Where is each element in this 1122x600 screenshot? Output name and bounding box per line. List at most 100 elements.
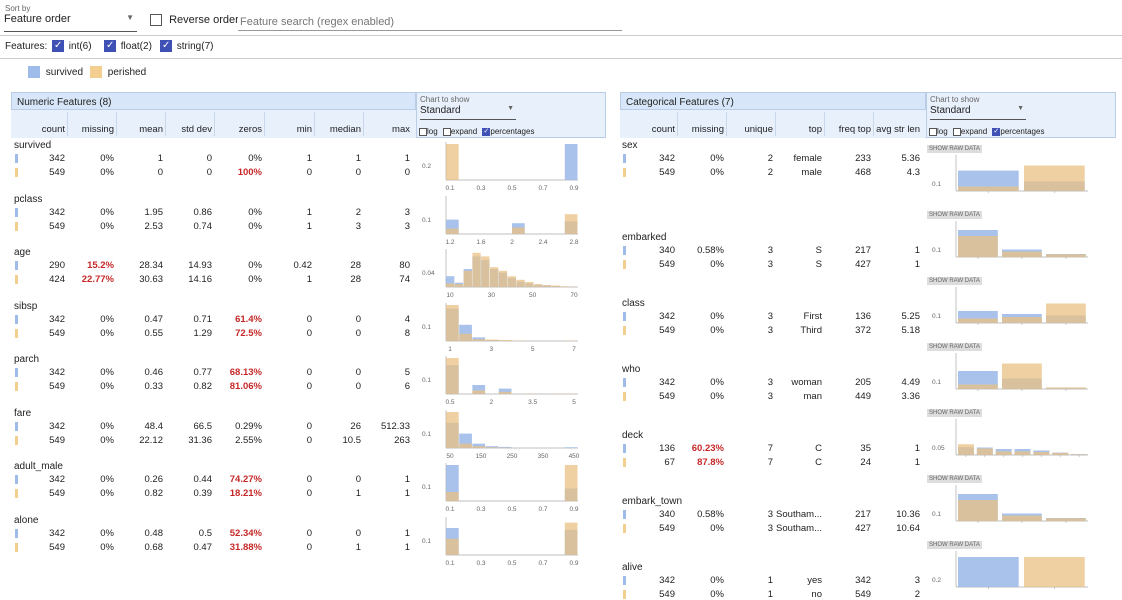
y-tick-label: 0.1 [422,538,431,545]
expand-checkbox[interactable] [953,128,961,136]
numeric-column-header[interactable]: max [362,124,410,135]
log-checkbox[interactable] [419,128,427,136]
numeric-stat-cell: 512.33 [362,421,410,432]
reverse-order-checkbox[interactable] [150,14,162,26]
categorical-bar-chart[interactable]: 0.1 [930,485,1120,529]
numeric-stat-cell: 15.2% [66,260,114,271]
perished-bar [472,390,485,394]
show-raw-data-button[interactable]: SHOW RAW DATA [927,343,982,351]
perished-legend-checkbox[interactable] [90,66,102,78]
numeric-column-header[interactable]: zeros [214,124,262,135]
categorical-features-title: Categorical Features (7) [626,97,734,108]
sort-value: Feature order [4,13,71,25]
categorical-column-header[interactable]: freq top [821,124,871,135]
categorical-stat-cell: 0.58% [674,509,724,520]
numeric-column-header[interactable]: mean [115,124,163,135]
categorical-stat-cell: 549 [821,589,871,600]
numeric-stat-cell: 0.26 [115,474,163,485]
categorical-column-header[interactable]: top [772,124,822,135]
sort-dropdown[interactable]: Feature order ▼ [4,13,137,32]
numeric-column-header[interactable]: missing [66,124,114,135]
numeric-stat-cell: 72.5% [214,328,262,339]
float-checkbox[interactable] [104,40,116,52]
numeric-stat-cell: 26 [313,421,361,432]
int-checkbox[interactable] [52,40,64,52]
numeric-stat-cell: 0% [214,260,262,271]
perished-bar [977,448,993,455]
numeric-column-header[interactable]: median [313,124,361,135]
numeric-stat-cell: 3 [362,207,410,218]
feature-type-string[interactable]: string(7) [160,40,213,52]
categorical-column-header[interactable]: unique [723,124,773,135]
categorical-bar-chart[interactable]: 0.1 [930,155,1120,199]
y-tick-label: 0.1 [932,181,941,188]
numeric-stat-cell: 0 [313,314,361,325]
x-tick-label: 5 [572,399,576,406]
perished-bar [455,284,463,287]
numeric-stat-cell: 549 [17,167,65,178]
show-raw-data-button[interactable]: SHOW RAW DATA [927,145,982,153]
string-checkbox[interactable] [160,40,172,52]
categorical-bar-chart[interactable]: 0.1 [930,287,1120,331]
numeric-stat-cell: 1 [362,153,410,164]
show-raw-data-button[interactable]: SHOW RAW DATA [927,409,982,417]
numeric-column-header[interactable]: std dev [164,124,212,135]
legend-perished[interactable]: perished [90,66,146,78]
legend-survived[interactable]: survived [28,66,83,78]
feature-type-int[interactable]: int(6) [52,40,92,52]
categorical-feature-name: sex [622,140,638,151]
categorical-chart-select[interactable]: Standard ▼ [930,105,1026,120]
numeric-stat-cell: 1 [313,153,361,164]
show-raw-data-button[interactable]: SHOW RAW DATA [927,541,982,549]
show-raw-data-button[interactable]: SHOW RAW DATA [927,475,982,483]
x-tick-label: 0.3 [476,560,485,567]
categorical-stat-cell: 549 [625,259,675,270]
categorical-stat-cell: 1 [870,245,920,256]
categorical-stat-cell: 3 [723,377,773,388]
numeric-column-header[interactable]: min [264,124,312,135]
column-divider [677,112,678,136]
perished-bar [446,412,459,448]
show-raw-data-button[interactable]: SHOW RAW DATA [927,277,982,285]
survived-bar [958,557,1019,587]
numeric-stat-cell: 31.88% [214,542,262,553]
perished-bar [525,282,533,287]
categorical-bar-chart[interactable]: 0.05 [930,419,1120,463]
percentages-checkbox[interactable] [482,128,490,136]
numeric-column-header[interactable]: count [17,124,65,135]
feature-search-input[interactable] [238,13,622,31]
x-tick-label: 50 [529,292,537,299]
categorical-bar-chart[interactable]: 0.2 [930,551,1120,595]
categorical-column-header[interactable]: missing [674,124,724,135]
numeric-stat-cell: 0% [66,207,114,218]
categorical-bar-chart[interactable]: 0.1 [930,221,1120,265]
categorical-column-header[interactable]: count [625,124,675,135]
survived-legend-checkbox[interactable] [28,66,40,78]
feature-type-float[interactable]: float(2) [104,40,152,52]
perished-bar [508,276,516,287]
log-checkbox[interactable] [929,128,937,136]
numeric-stat-cell: 0.68 [115,542,163,553]
perished-bar [1002,516,1042,521]
numeric-chart-select[interactable]: Standard ▼ [420,105,516,120]
numeric-stat-cell: 0.77 [164,367,212,378]
show-raw-data-button[interactable]: SHOW RAW DATA [927,211,982,219]
perished-bar [1046,254,1086,257]
numeric-stat-cell: 0% [214,274,262,285]
categorical-column-header[interactable]: avg str len [870,124,920,135]
categorical-bar-chart[interactable]: 0.1 [930,353,1120,397]
expand-checkbox[interactable] [443,128,451,136]
reverse-order-toggle[interactable]: Reverse order [150,14,239,26]
numeric-stat-cell: 0% [66,167,114,178]
perished-bar [446,228,459,233]
column-divider [214,112,215,136]
percentages-checkbox[interactable] [992,128,1000,136]
